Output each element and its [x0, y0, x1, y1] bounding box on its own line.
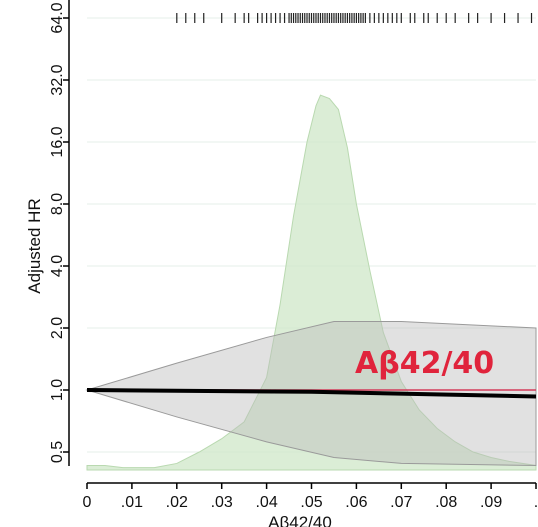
- x-tick-label: .03: [211, 494, 233, 511]
- y-tick-label: 64.0: [49, 2, 66, 33]
- y-tick-label: 8.0: [49, 193, 66, 215]
- y-tick-labels: 0.5 1.0 2.0 4.0 8.0 16.0 32.0 64.0: [49, 2, 66, 463]
- x-tick-label: .07: [390, 494, 412, 511]
- y-tick-label: 32.0: [49, 64, 66, 95]
- x-tick-label: 0: [83, 494, 92, 511]
- x-axis-label: Aβ42/40: [268, 513, 332, 527]
- x-tick-label: .08: [435, 494, 457, 511]
- x-tick-label: .06: [345, 494, 367, 511]
- y-tick-label: 2.0: [49, 317, 66, 339]
- y-tick-label: 0.5: [49, 441, 66, 463]
- y-tick-label: 16.0: [49, 126, 66, 157]
- x-tick-label: .02: [166, 494, 188, 511]
- x-tick-label: .04: [255, 494, 277, 511]
- y-axis-label: Adjusted HR: [25, 198, 44, 293]
- y-tick-label: 1.0: [49, 379, 66, 401]
- x-tick-label: .01: [121, 494, 143, 511]
- x-tick-labels: 0 .01 .02 .03 .04 .05 .06 .07 .08 .09.: [83, 494, 538, 511]
- chart-annotation: Aβ42/40: [355, 346, 494, 381]
- x-tick-label: .09: [480, 494, 502, 511]
- x-tick-label: .: [534, 494, 538, 511]
- y-tick-label: 4.0: [49, 255, 66, 277]
- x-tick-label: .05: [300, 494, 322, 511]
